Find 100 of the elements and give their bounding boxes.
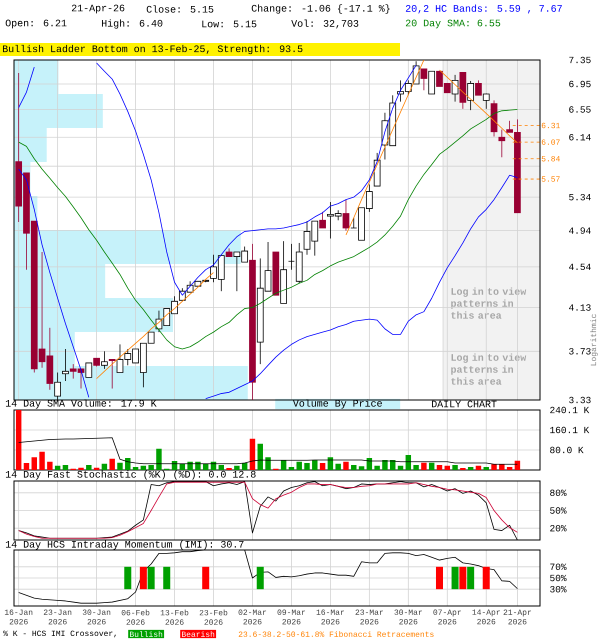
text: Close: 5.15 (146, 5, 214, 13)
chart-title: 14 Day Fast Stochastic (%K) (%D): 0.0 12.8 (6, 470, 256, 480)
candlestick (467, 80, 474, 111)
bar (296, 462, 302, 470)
bar (280, 460, 286, 470)
y-tick-label: 80% (550, 490, 567, 496)
bar (343, 462, 349, 470)
bar (132, 467, 138, 470)
y-tick-label: 6.55 (569, 106, 591, 113)
bar (506, 467, 512, 470)
chart-title: 14 Day HCS Intraday Momentum (IMI): 30.7 (6, 540, 244, 550)
bar (24, 463, 30, 470)
candlestick (101, 350, 108, 370)
y-tick-label: 4.94 (568, 227, 591, 234)
y-tick-label: 20% (550, 524, 567, 532)
bar (358, 466, 364, 470)
bar (444, 466, 450, 470)
candlestick (482, 93, 490, 110)
bar (452, 465, 458, 470)
bar (366, 458, 372, 470)
bar (514, 460, 520, 470)
bar (250, 438, 256, 470)
y-tick-label: 5.34 (569, 194, 591, 200)
bar (202, 464, 208, 470)
bar (320, 463, 326, 470)
bar (335, 464, 341, 470)
bar (32, 457, 37, 470)
bar (62, 465, 68, 470)
bar (265, 457, 271, 470)
candlestick (452, 74, 458, 102)
bar (328, 457, 334, 470)
bar (476, 466, 482, 470)
bar (156, 448, 162, 470)
bar (187, 462, 193, 470)
y-tick-label: 6.14 (569, 134, 591, 140)
candlestick (62, 348, 69, 382)
bar (39, 452, 45, 470)
bar (390, 460, 396, 470)
annotation: Log in to view patterns in this area (451, 354, 526, 385)
bar (312, 460, 318, 470)
bar (109, 458, 115, 470)
bar (421, 462, 427, 470)
candlestick (475, 80, 482, 96)
text: Vol: 32,703 (291, 20, 358, 28)
bar (218, 465, 224, 470)
bar (382, 460, 388, 470)
bar (351, 465, 356, 470)
bar (195, 462, 201, 470)
y-tick-label: 50% (550, 574, 567, 582)
bar (47, 462, 53, 470)
bar (140, 466, 146, 470)
chart-title: Bullish Ladder Bottom on 13-Feb-25, Strength: 93.5 (2, 44, 302, 54)
candlestick (319, 211, 326, 228)
bar (413, 465, 419, 470)
candlestick (85, 362, 92, 378)
y-tick-label: 7.35 (569, 56, 591, 64)
bar (125, 458, 130, 470)
annotation: Log in to view patterns in this area (451, 288, 526, 319)
text: 20,2 HC Bands: 5.59 , 7.67 (406, 4, 562, 14)
bar (258, 444, 263, 470)
bar (102, 464, 108, 470)
bar (288, 467, 294, 470)
candlestick (498, 129, 506, 158)
bar (148, 465, 154, 470)
y-tick-label: 80.0 K (550, 446, 584, 454)
bar (406, 455, 412, 470)
bar (491, 464, 497, 470)
y-tick-label: 160.1 K (550, 426, 590, 434)
candlestick (420, 68, 428, 91)
y-tick-label: 3.33 (569, 396, 591, 404)
candlestick (342, 199, 350, 231)
text: 20 Day SMA: 6.55 (406, 20, 500, 28)
bar (180, 464, 186, 470)
bar (304, 463, 310, 470)
text: Change: -1.06 {-17.1 %} (252, 4, 390, 14)
bar (172, 461, 178, 470)
bar (374, 466, 380, 470)
bar (428, 462, 434, 470)
bar (468, 467, 474, 470)
text: DAILY CHART (432, 400, 497, 408)
y-tick-label: 4.13 (568, 304, 591, 311)
bar (242, 463, 248, 470)
y-tick-label: 70% (550, 564, 567, 570)
bar (436, 465, 442, 470)
bar (499, 464, 505, 470)
text: 21-Apr-26 (72, 4, 124, 14)
y-tick-label: 6.95 (569, 80, 591, 88)
y-tick-label: 4.54 (568, 264, 591, 270)
y-tick-label: 3.73 (569, 348, 591, 355)
text: Low: 5.15 (202, 20, 256, 28)
bar (54, 466, 60, 470)
y-tick-label: 240.1 K (550, 406, 590, 414)
text: Open: 6.21 (6, 20, 66, 28)
bar (484, 467, 489, 470)
y-tick-label: 30% (550, 586, 567, 592)
bar (86, 465, 92, 470)
bar (234, 466, 240, 470)
text: High: 6.40 (102, 19, 162, 29)
y-tick-label: 50% (550, 507, 567, 514)
candlestick (108, 359, 116, 389)
